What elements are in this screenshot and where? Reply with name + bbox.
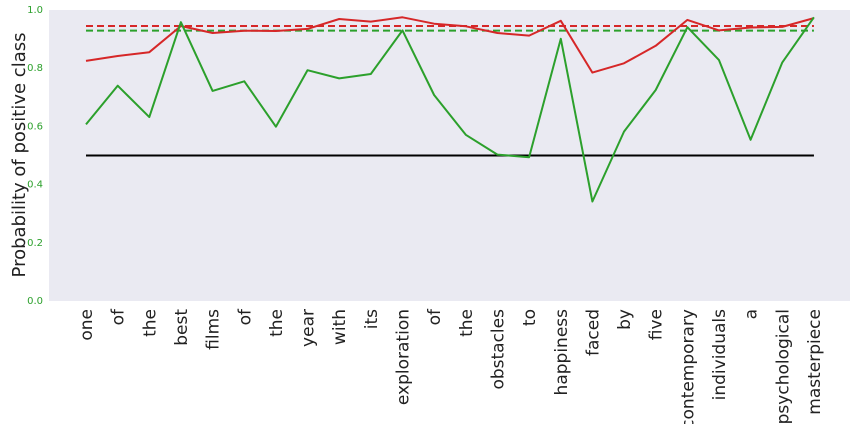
x-tick-label-11: of xyxy=(425,308,445,325)
y-tick-label-5: 1.0 xyxy=(27,5,43,16)
x-tick-label-20: individuals xyxy=(710,309,730,401)
y-axis-label: Probability of positive class xyxy=(9,33,30,278)
y-tick-label-3: 0.6 xyxy=(27,121,43,132)
y-tick-label-0: 0.0 xyxy=(27,296,43,307)
y-tick-label-2: 0.4 xyxy=(27,180,43,191)
x-tick-label-6: the xyxy=(267,309,287,337)
x-tick-label-7: year xyxy=(299,309,319,347)
x-tick-label-1: of xyxy=(109,308,129,325)
y-tick-label-4: 0.8 xyxy=(27,63,43,74)
x-tick-label-21: a xyxy=(742,309,762,319)
x-tick-label-19: contemporary xyxy=(678,309,698,424)
x-tick-label-13: obstacles xyxy=(488,309,508,390)
x-tick-label-15: happiness xyxy=(552,309,572,396)
x-tick-label-9: its xyxy=(362,309,382,329)
x-tick-label-3: best xyxy=(172,309,192,346)
x-tick-label-14: to xyxy=(520,309,540,326)
x-tick-label-10: exploration xyxy=(394,309,414,405)
x-tick-label-16: faced xyxy=(583,309,603,356)
x-tick-label-2: the xyxy=(140,309,160,337)
x-tick-label-0: one xyxy=(77,309,97,341)
series-line-0 xyxy=(85,16,815,74)
series-lines xyxy=(85,16,815,203)
x-ticks: one of the best films of the year with its explora… xyxy=(77,308,825,424)
y-tick-label-1: 0.2 xyxy=(27,238,43,249)
x-tick-label-23: masterpiece xyxy=(805,309,825,415)
series-line-1 xyxy=(85,16,815,203)
x-tick-label-5: of xyxy=(235,308,255,325)
x-tick-label-17: by xyxy=(615,309,635,330)
x-tick-label-18: five xyxy=(647,309,667,340)
x-tick-label-22: psychological xyxy=(773,309,793,424)
x-tick-label-12: the xyxy=(457,309,477,337)
y-ticks: 0.0 0.2 0.4 0.6 0.8 1.0 xyxy=(27,5,43,307)
x-tick-label-4: films xyxy=(204,309,224,350)
x-tick-label-8: with xyxy=(330,309,350,345)
